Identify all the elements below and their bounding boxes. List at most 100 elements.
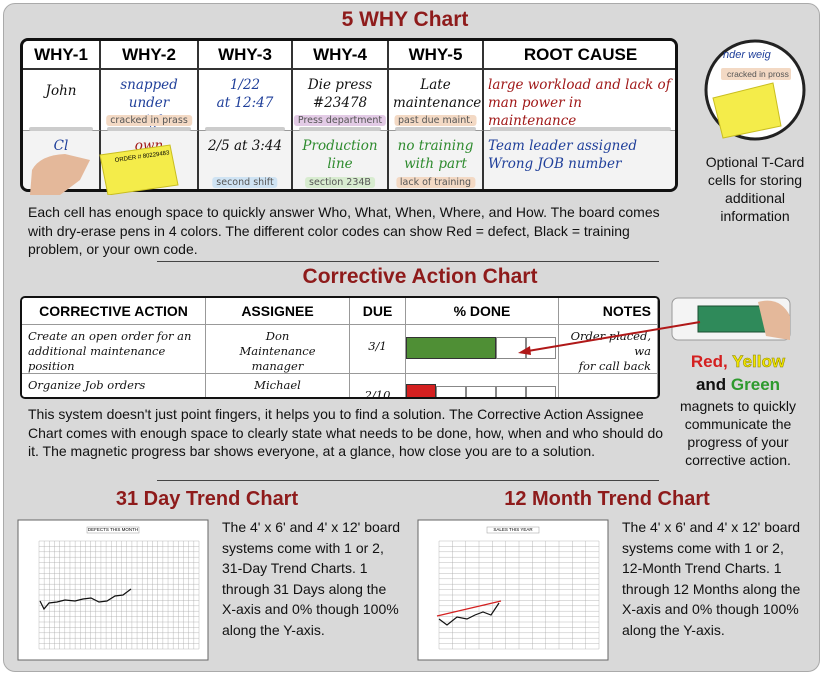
ca-cell: Order placed, wa for call back 1/ <box>559 325 658 374</box>
magnet <box>697 305 771 333</box>
progress-slot <box>436 386 466 397</box>
why-text: Team leader assigned Wrong JOB number <box>488 138 638 172</box>
trend-title: 31 Day Trend Chart <box>115 488 299 510</box>
thumb-line <box>39 588 132 611</box>
ca-cell <box>406 374 559 397</box>
hand-card: ORDER # 80229483 <box>30 144 179 195</box>
why-text: John <box>45 83 77 99</box>
card-slot <box>395 189 476 192</box>
trend-thumbnail: SALES THIS YEAR <box>417 519 609 661</box>
why-cell: large workload and lack of man power in … <box>484 70 675 147</box>
ca-text: Organize Job orders <box>28 378 146 392</box>
corrective-title: Corrective Action Chart <box>302 265 538 288</box>
ca-text: Michael <box>254 378 301 392</box>
magnet-color-word: Yellow <box>732 352 786 372</box>
ca-cell: Create an open order for an additional m… <box>22 325 206 374</box>
divider <box>157 480 659 481</box>
why-title: 5 WHY Chart <box>341 8 469 31</box>
progress-bar <box>406 337 496 359</box>
tcard-image: nder weig cracked in pross <box>704 39 806 141</box>
thumb-title: DEFECTS THIS MONTH <box>88 527 138 532</box>
magnet-colors: Red, Yellow and Green <box>665 350 811 396</box>
trend-thumbnail: DEFECTS THIS MONTH <box>17 519 209 661</box>
why-tag: Press department <box>293 115 387 126</box>
corrective-description: This system doesn't just point fingers, … <box>28 406 664 459</box>
corrective-board: CORRECTIVE ACTION ASSIGNEE DUE% DONE NOTES C… <box>20 296 660 399</box>
why-cell: John <box>23 70 101 131</box>
why-tag: past due maint. <box>394 115 477 126</box>
tcard-card <box>712 82 782 139</box>
ca-header: ASSIGNEE <box>206 298 350 325</box>
why-cell: snapped under weightcracked in prass <box>101 70 199 131</box>
why-text: Late maintenance <box>393 77 482 111</box>
ca-cell: Don Maintenance manager <box>206 325 350 374</box>
magnet-caption: magnets to quickly communicate the progr… <box>680 398 796 468</box>
ca-header: CORRECTIVE ACTION <box>22 298 206 325</box>
why-text: no training with part <box>397 138 474 172</box>
card-slot <box>299 189 381 192</box>
why-text: 2/5 at 3:44 <box>207 138 283 154</box>
ca-cell: Organize Job orders <box>22 374 206 397</box>
card-slot <box>299 127 381 131</box>
thumb-title-box <box>486 526 540 534</box>
arrow-line <box>521 321 701 353</box>
thumb-title: SALES THIS YEAR <box>493 527 533 532</box>
magnet-color-word: Red, <box>690 352 728 371</box>
why-header: WHY-5 <box>389 41 484 70</box>
ca-header: DUE <box>350 298 406 325</box>
ca-text: Don Maintenance manager <box>239 329 316 373</box>
tcard-tag: cracked in pross <box>727 69 789 79</box>
thumb-frame <box>417 519 609 661</box>
divider <box>157 261 659 262</box>
card-slot <box>205 127 285 131</box>
why-text: Die press #23478 <box>307 77 373 111</box>
why-tag: section 234B <box>305 177 375 188</box>
magnet-image <box>671 297 791 341</box>
thumb-title-box <box>86 526 140 534</box>
progress-slot <box>526 386 556 397</box>
why-cell: 1/22 at 12:47 <box>199 70 293 131</box>
magnet-color-word: and <box>695 375 727 394</box>
why-header: ROOT CAUSE <box>484 41 675 70</box>
why-header: WHY-1 <box>23 41 101 70</box>
trend-title: 12 Month Trend Chart <box>504 488 710 510</box>
why-cell: no training with part lack of training <box>389 131 484 192</box>
trend-description: The 4' x 6' and 4' x 12' board systems c… <box>622 519 801 638</box>
ca-text: 3/1 <box>368 339 387 353</box>
why-cell: 2/5 at 3:44 second shift <box>199 131 293 189</box>
arrow <box>518 321 701 355</box>
why-text: large workload and lack of man power in … <box>488 77 671 147</box>
card <box>99 144 179 195</box>
magnet-color-word: Green <box>730 375 781 394</box>
thumb-trendline <box>436 600 502 617</box>
why-cell: Team leader assigned Wrong JOB number <box>484 131 675 192</box>
progress-slot <box>466 386 496 397</box>
why-text: Production line <box>302 138 378 172</box>
card-slot <box>490 127 671 131</box>
why-tag: lack of training <box>395 177 476 188</box>
progress-slot <box>496 386 526 397</box>
ca-text: 2/10 <box>364 388 391 399</box>
why-cell: Die press #23478 Press department <box>293 70 389 131</box>
tcard-caption: Optional T-Card cells for storing additi… <box>705 154 805 224</box>
why-text: Cl <box>53 138 69 154</box>
fingers <box>758 300 790 340</box>
arrow-head <box>518 346 531 355</box>
card-slot <box>107 127 191 131</box>
progress-slot <box>526 337 556 359</box>
ca-text: Order placed, wa for call back 1/ <box>570 329 651 373</box>
why-header: WHY-2 <box>101 41 199 70</box>
card-slot <box>395 127 476 131</box>
ca-cell: 3/1 <box>350 325 406 374</box>
thumb-line <box>438 602 500 626</box>
ca-cell: Michael <box>206 374 350 397</box>
ca-text: Create an open order for an additional m… <box>28 329 192 373</box>
why-description: Each cell has enough space to quickly an… <box>28 204 660 257</box>
hand <box>30 154 90 195</box>
ca-cell <box>559 374 658 397</box>
why-tag: cracked in prass <box>106 115 192 126</box>
why-tag: second shift <box>212 177 278 188</box>
why-cell: Production line section 234B <box>293 131 389 192</box>
tcard-text: nder weig <box>723 49 772 61</box>
card-slot <box>490 189 671 192</box>
